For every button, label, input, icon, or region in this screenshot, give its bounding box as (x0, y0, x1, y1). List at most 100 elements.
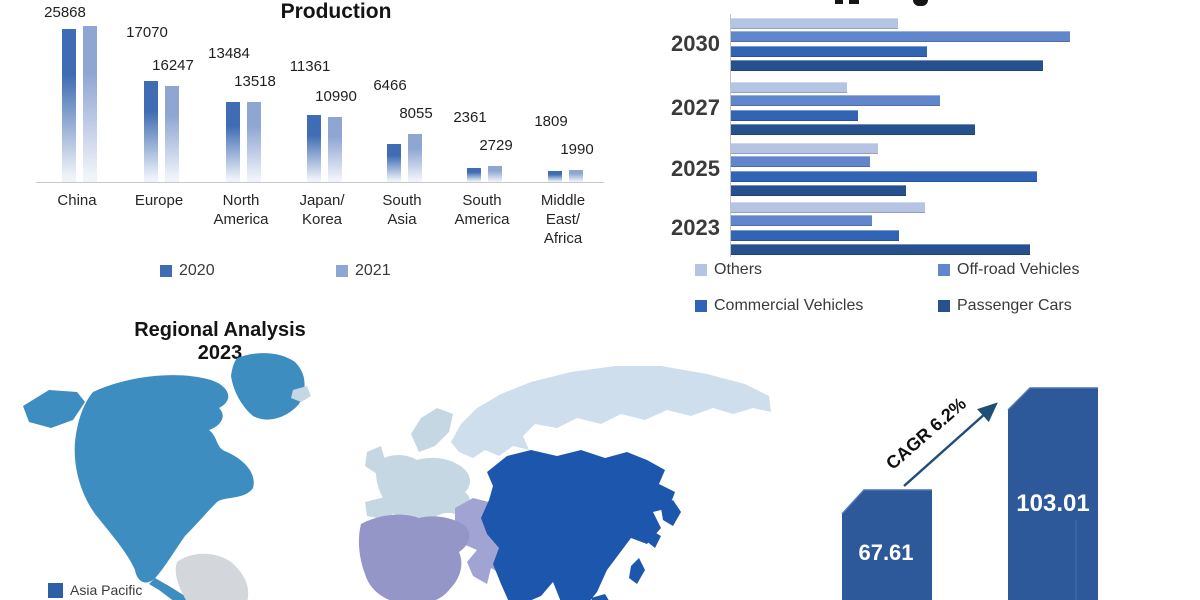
cagr-value-end: 103.01 (1016, 490, 1089, 517)
bar-label-2021-6: 1990 (560, 141, 594, 158)
production-chart-panel: Production 25868 China 17070 16247 Europe 134… (0, 0, 630, 300)
hbar-2025-2 (731, 171, 1037, 182)
bar-2020-5 (467, 168, 481, 182)
bar-2020-2 (226, 102, 240, 182)
legend-label: Passenger Cars (957, 297, 1072, 314)
bar-2021-6 (569, 170, 583, 182)
hbar-2025-1 (731, 156, 870, 167)
regional-map-panel: Regional Analysis 2023 (0, 315, 810, 600)
bar-2021-2 (247, 102, 261, 182)
cagr-arrow (903, 402, 998, 487)
hbar-2027-3 (731, 124, 975, 135)
map-region-central-america (149, 578, 191, 600)
asia-pacific-swatch (48, 582, 63, 598)
year-label-2025: 2025 (671, 156, 720, 181)
bar-2021-4 (408, 134, 422, 182)
cropped-chart-title-fragment (913, 0, 928, 6)
map-region-africa (358, 514, 470, 600)
Passenger Cars-swatch (938, 300, 950, 312)
cagr-bar-end-bevel (1007, 387, 1098, 411)
legend-label: 2020 (179, 262, 215, 279)
bar-label-2021-3: 10990 (315, 88, 357, 105)
production-legend-item-2020: 2020 (160, 262, 215, 280)
map-legend-label: Asia Pacific (70, 582, 143, 598)
map-region-asia (481, 450, 675, 600)
hbar-2023-0 (731, 202, 925, 213)
legend-label: Others (714, 261, 763, 278)
hbar-2030-1 (731, 31, 1070, 42)
cagr-value-start: 67.61 (858, 540, 913, 565)
cropped-chart-title-fragment (849, 0, 859, 4)
bar-label-2021-2: 13518 (234, 73, 276, 90)
year-label-2023: 2023 (671, 215, 720, 240)
category-label-1: Europe (134, 192, 184, 209)
bar-label-2021-1: 16247 (152, 57, 194, 74)
bar-label-2020-0: 25868 (44, 4, 86, 21)
bar-label-2020-5: 2361 (453, 109, 487, 126)
category-label-2: North America (213, 192, 269, 228)
vehicle-legend-item-0: Others (695, 261, 762, 279)
map-region-greenland (231, 353, 305, 420)
bar-2021-0 (83, 26, 97, 182)
bar-label-2021-4: 8055 (399, 105, 433, 122)
bar-label-2020-2: 13484 (208, 45, 250, 62)
category-label-4: South Asia (382, 192, 422, 228)
hbar-2025-3 (731, 185, 906, 196)
map-region-russia (451, 366, 771, 458)
map-region-iceland (291, 386, 311, 402)
Others-swatch (695, 264, 707, 276)
hbar-2023-1 (731, 215, 872, 226)
cagr-annotation: CAGR 6.2% (882, 393, 970, 473)
map-title: Regional Analysis 2023 (134, 319, 306, 364)
map-region-europe (375, 455, 471, 524)
bar-label-2020-3: 11361 (289, 58, 331, 75)
category-label-5: South America (454, 192, 510, 228)
category-label-6: Middle East/ Africa (540, 192, 586, 247)
bar-2020-3 (307, 115, 321, 182)
map-region-indonesia-east (591, 594, 609, 600)
world-map (23, 353, 771, 600)
hbar-2030-2 (731, 46, 927, 57)
hbar-2030-3 (731, 60, 1043, 71)
bar-label-2020-6: 1809 (534, 113, 568, 130)
bar-2021-5 (488, 166, 502, 182)
category-label-0: China (57, 192, 97, 209)
bar-2020-4 (387, 144, 401, 182)
hbar-2027-0 (731, 82, 847, 93)
hbar-2030-0 (731, 18, 898, 29)
map-region-japan-south (645, 530, 661, 548)
cropped-chart-title-fragment (835, 0, 843, 4)
production-chart-title: Production (280, 0, 392, 23)
map-region-japan (661, 500, 681, 526)
year-label-2027: 2027 (671, 95, 720, 120)
Off-road Vehicles-swatch (938, 264, 950, 276)
Commercial Vehicles-swatch (695, 300, 707, 312)
year-label-2030: 2030 (671, 31, 720, 56)
cagr-growth-chart: CAGR 6.2% 67.61 103.01 (841, 387, 1098, 600)
map-region-philippines (629, 558, 645, 584)
cagr-bar-start-bevel (841, 489, 932, 515)
map-region-indonesia (563, 592, 580, 600)
map-region-iberia (365, 496, 399, 520)
hbar-2023-2 (731, 230, 899, 241)
hbar-2027-2 (731, 110, 858, 121)
bar-2021-3 (328, 117, 342, 182)
2021-swatch (336, 265, 348, 277)
vehicle-legend-item-3: Passenger Cars (938, 297, 1072, 315)
map-region-scandinavia (411, 408, 453, 452)
map-region-north-america (74, 375, 254, 583)
vehicle-legend-item-1: Off-road Vehicles (938, 261, 1079, 279)
bar-2020-0 (62, 29, 76, 182)
category-label-3: Japan/ Korea (299, 192, 345, 228)
bar-2020-1 (144, 81, 158, 182)
bar-2020-6 (548, 171, 562, 182)
map-legend-item-asia-pacific: Asia Pacific (48, 582, 142, 598)
map-region-alaska (23, 390, 85, 428)
bar-2021-1 (165, 86, 179, 182)
bar-label-2020-4: 6466 (373, 77, 407, 94)
bar-label-2021-5: 2729 (479, 137, 513, 154)
legend-label: 2021 (355, 262, 391, 279)
vehicle-legend-item-2: Commercial Vehicles (695, 297, 863, 315)
2020-swatch (160, 265, 172, 277)
